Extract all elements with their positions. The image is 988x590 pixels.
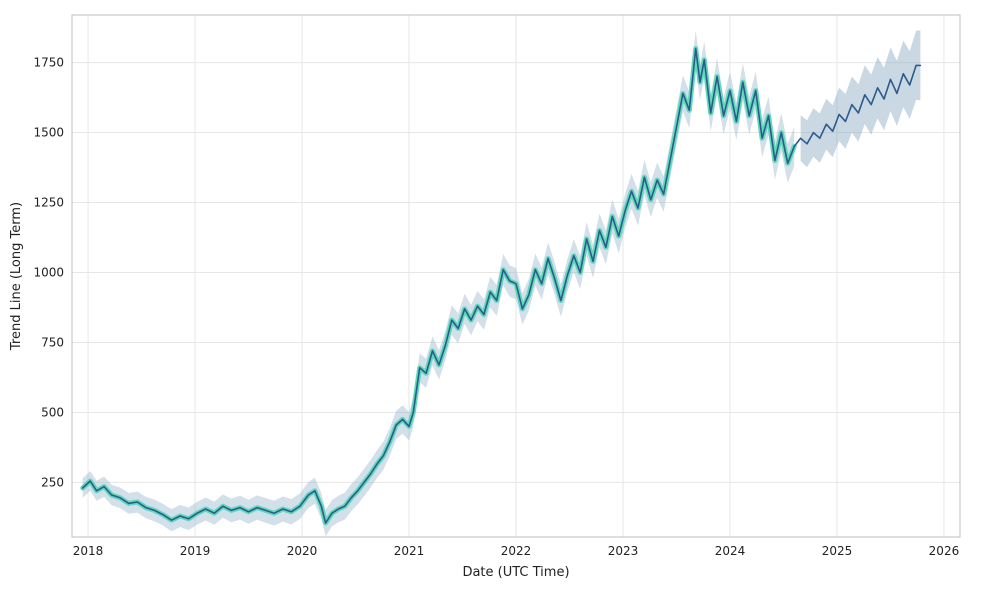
x-tick-label: 2024 — [715, 544, 746, 558]
x-tick-label: 2022 — [501, 544, 532, 558]
x-tick-label: 2021 — [394, 544, 425, 558]
x-tick-label: 2026 — [929, 544, 960, 558]
y-tick-label: 1750 — [33, 56, 64, 70]
y-tick-label: 1250 — [33, 196, 64, 210]
x-tick-label: 2023 — [608, 544, 639, 558]
y-tick-label: 500 — [41, 405, 64, 419]
y-tick-label: 1000 — [33, 266, 64, 280]
chart-svg: 2018 2019 2020 2021 2022 2023 2024 2025 2026 250 5… — [0, 0, 988, 590]
x-tick-label: 2025 — [822, 544, 853, 558]
x-tick-label: 2020 — [287, 544, 318, 558]
trend-chart: 2018 2019 2020 2021 2022 2023 2024 2025 2026 250 5… — [0, 0, 988, 590]
y-tick-label: 750 — [41, 335, 64, 349]
y-tick-label: 250 — [41, 475, 64, 489]
y-axis-label: Trend Line (Long Term) — [9, 202, 24, 351]
x-tick-label: 2019 — [180, 544, 211, 558]
x-axis-label: Date (UTC Time) — [462, 565, 569, 580]
y-tick-label: 1500 — [33, 126, 64, 140]
x-tick-label: 2018 — [73, 544, 104, 558]
